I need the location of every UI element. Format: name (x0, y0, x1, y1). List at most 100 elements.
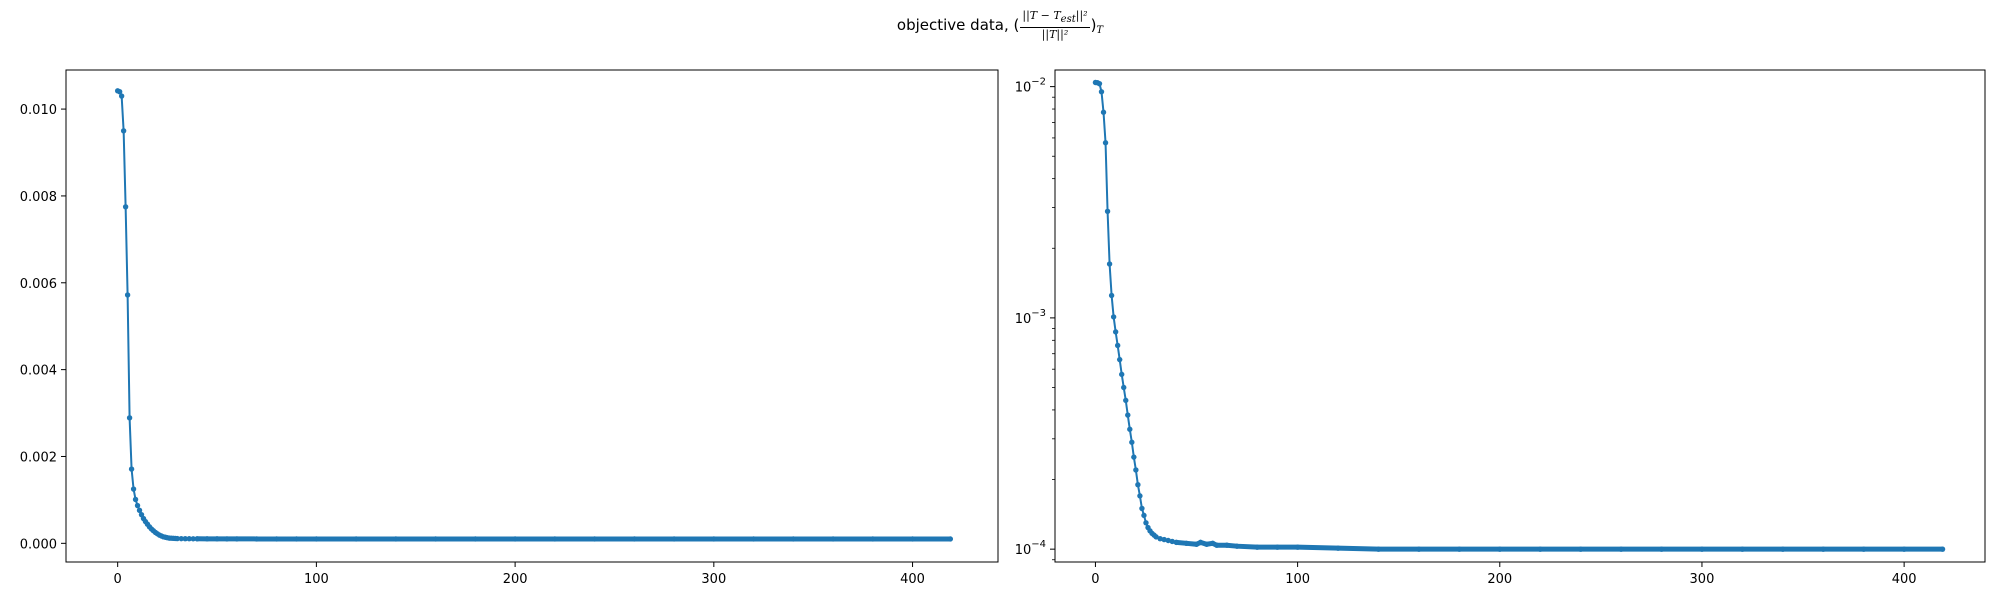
data-point (432, 536, 439, 542)
data-point (1820, 546, 1826, 552)
data-point (1100, 109, 1107, 115)
data-point (1335, 545, 1341, 551)
data-point (1860, 546, 1867, 552)
data-point (130, 486, 137, 492)
data-point (1131, 454, 1137, 460)
x-tick-label: 0 (114, 572, 122, 587)
data-point (1137, 493, 1143, 499)
data-point (1133, 467, 1139, 473)
data-point (1112, 329, 1119, 335)
data-point (178, 535, 184, 542)
y-tick-label: 0.008 (20, 190, 57, 205)
data-point (128, 466, 135, 472)
data-point (1780, 546, 1786, 552)
data-point (1537, 546, 1543, 552)
title-frac-numerator-sub: est (1060, 14, 1076, 25)
data-point (313, 536, 320, 542)
data-point (132, 496, 139, 503)
data-point (1123, 397, 1129, 404)
axes-frame (1054, 69, 1986, 563)
data-point (750, 536, 757, 542)
data-point (134, 502, 141, 509)
data-point (1739, 546, 1746, 552)
y-tick-label: 0.002 (20, 450, 57, 465)
data-point (472, 536, 479, 542)
data-point (1577, 546, 1584, 552)
y-tick-label: 0.006 (20, 277, 57, 292)
data-point (1618, 546, 1624, 552)
data-point (591, 536, 598, 542)
data-point (1416, 546, 1422, 552)
data-point (1254, 544, 1260, 550)
data-point (1375, 546, 1382, 552)
data-point (1183, 540, 1190, 547)
data-point (1141, 512, 1147, 519)
data-point (1129, 439, 1135, 445)
y-tick-label: 10−3 (1015, 308, 1046, 327)
y-tick-label: 10−4 (1015, 539, 1046, 558)
data-point (1699, 546, 1705, 552)
data-point (1114, 342, 1121, 349)
data-point (124, 292, 131, 298)
x-tick-label: 400 (900, 572, 925, 587)
data-point (631, 536, 638, 542)
data-point (671, 536, 677, 542)
data-point (174, 535, 180, 542)
data-point (1157, 535, 1163, 542)
x-tick-label: 200 (503, 572, 528, 587)
data-point (1119, 371, 1125, 378)
axes-frame (65, 69, 999, 563)
linear-panel: 0 100 200 300 400 0.000 0.002 0.004 0.006 0.008 0.… (20, 69, 999, 587)
data-point (1098, 89, 1105, 95)
data-point (1456, 546, 1463, 552)
data-point (1110, 314, 1117, 320)
x-tick-label: 200 (1487, 572, 1512, 587)
data-point (711, 536, 717, 542)
data-point (1116, 356, 1123, 363)
data-point (830, 536, 836, 542)
data-point (1139, 505, 1145, 512)
x-tick-label: 300 (701, 572, 726, 587)
title-frac-numerator: ||T − T (1022, 9, 1061, 22)
x-tick-label: 400 (1892, 572, 1917, 587)
data-point (1939, 546, 1946, 552)
data-point (1497, 546, 1503, 552)
data-point (1214, 542, 1220, 548)
data-point (909, 536, 916, 542)
title-frac-denominator: ||T||² (1041, 28, 1069, 41)
data-point (293, 536, 300, 542)
data-point (214, 536, 220, 542)
title-fraction: ||T − Test||² ||T||² (1020, 9, 1090, 41)
data-point (1169, 538, 1175, 545)
title-suffix: ) (1090, 16, 1097, 34)
data-point (1197, 539, 1204, 546)
data-point (1658, 546, 1665, 552)
data-point (190, 536, 196, 542)
data-point (1096, 80, 1103, 87)
y-tick-label: 0.004 (20, 364, 57, 379)
data-point (116, 89, 123, 95)
log-panel: 0 100 200 300 400 10−4 10−3 10−2 (1015, 69, 1986, 587)
series-line (1095, 81, 1943, 551)
data-point (552, 536, 558, 542)
data-point (1165, 537, 1171, 544)
data-point (1104, 208, 1111, 215)
data-point (224, 536, 230, 542)
data-point (393, 536, 399, 542)
data-point (790, 536, 797, 542)
data-point (1209, 540, 1216, 547)
title-prefix: objective data, ( (896, 16, 1020, 34)
data-point (120, 128, 127, 134)
x-tick-label: 100 (304, 572, 329, 587)
data-point (1234, 543, 1240, 549)
data-point (118, 93, 125, 99)
data-point (136, 507, 143, 514)
data-point (186, 536, 192, 542)
data-point (126, 415, 133, 421)
data-point (234, 536, 240, 542)
data-point (1127, 426, 1133, 432)
title-frac-numerator-tail: ||² (1075, 9, 1088, 22)
data-point (1143, 520, 1149, 526)
series-marker-band (1173, 539, 1946, 552)
